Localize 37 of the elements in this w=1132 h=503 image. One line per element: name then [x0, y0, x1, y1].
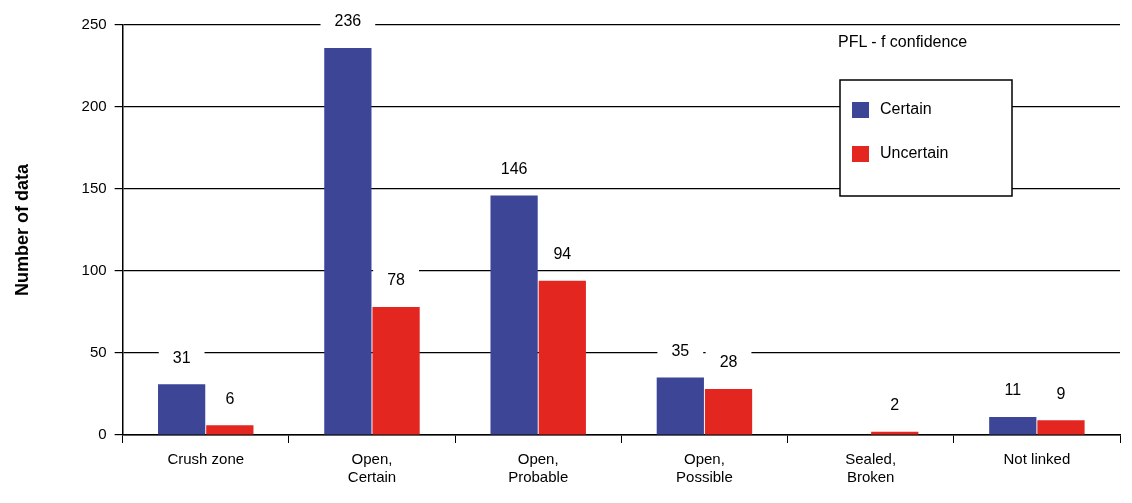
y-tick-label: 50 [89, 343, 107, 361]
x-tick-label: Crush zone [167, 450, 245, 468]
data-label: 6 [225, 389, 235, 407]
y-tick-label: 250 [81, 15, 107, 33]
x-tick-label: Open, Certain [347, 450, 397, 486]
x-tick-label: Open, Probable [508, 450, 569, 486]
data-label: 31 [172, 348, 191, 366]
bar [1037, 420, 1085, 435]
x-tick-label: Open, Possible [676, 450, 733, 486]
bar [324, 47, 372, 435]
bar [158, 384, 206, 435]
data-label: 9 [1056, 384, 1066, 402]
bar [656, 377, 704, 435]
bar [704, 389, 753, 435]
legend-label: Uncertain [880, 144, 949, 162]
y-tick-label: 0 [98, 425, 107, 443]
bar [490, 195, 538, 435]
x-tick-label: Not linked [1003, 450, 1071, 468]
data-label: 236 [334, 12, 362, 30]
bar [989, 416, 1037, 435]
y-tick-label: 100 [81, 261, 107, 279]
data-label: 94 [553, 245, 572, 263]
data-label: 11 [1004, 381, 1022, 399]
data-label: 146 [500, 159, 528, 177]
data-label: 28 [719, 353, 738, 371]
data-label: 35 [671, 342, 690, 360]
bar [538, 280, 586, 435]
y-axis-title: Number of data [11, 163, 32, 297]
bar [206, 425, 254, 435]
legend-label: Certain [880, 100, 932, 118]
legend-title: PFL - f confidence [838, 33, 968, 51]
y-tick-label: 150 [81, 179, 107, 197]
bar [372, 307, 420, 435]
data-label: 78 [387, 271, 406, 289]
data-label: 2 [890, 396, 900, 414]
y-tick-label: 200 [81, 97, 107, 115]
x-tick-label: Sealed, Broken [845, 450, 897, 486]
